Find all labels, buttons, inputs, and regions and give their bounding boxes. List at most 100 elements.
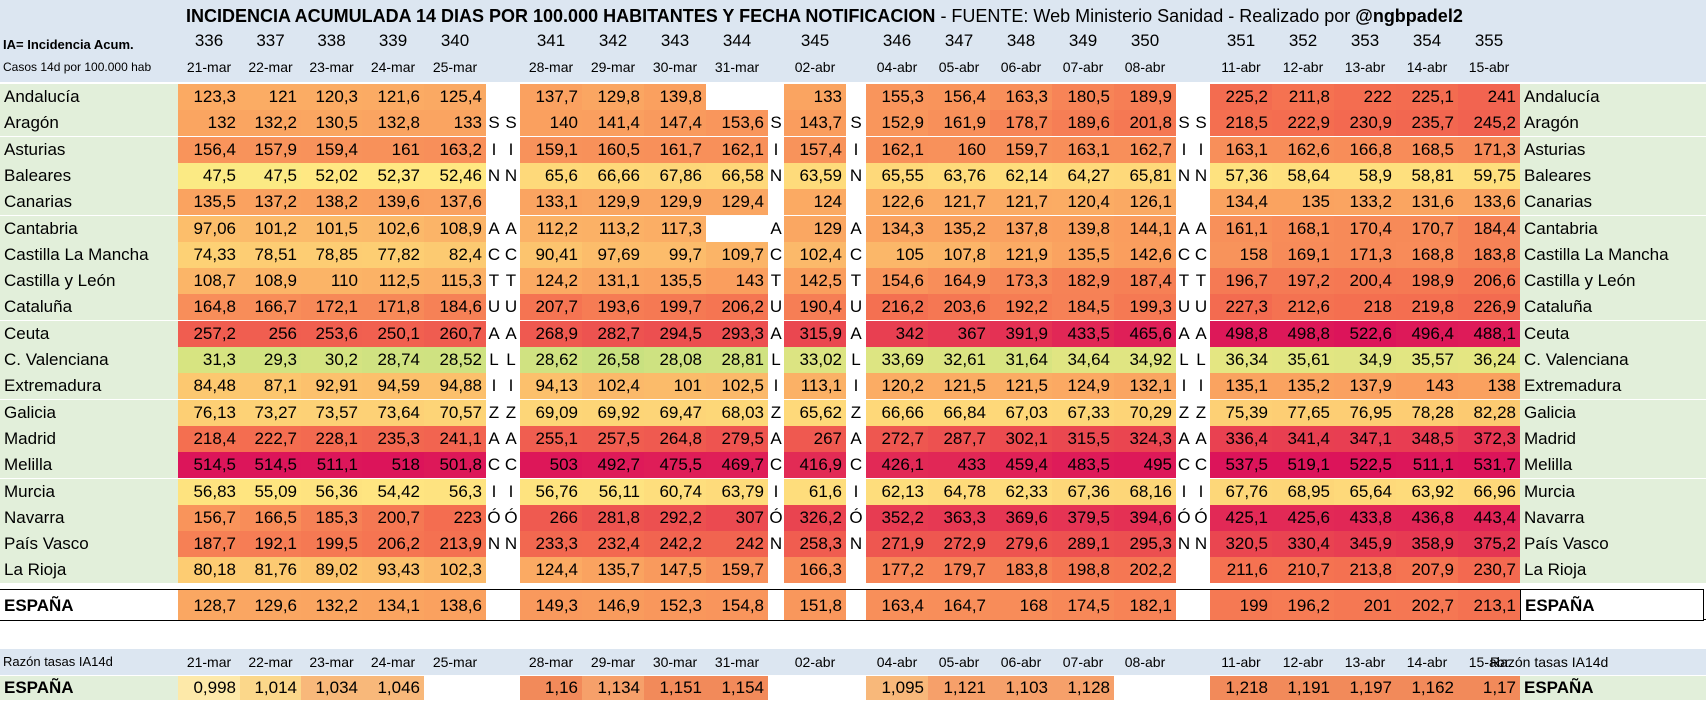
- weekend-letter: N: [768, 162, 784, 189]
- data-cell: 140: [520, 110, 582, 137]
- data-cell: 375,2: [1458, 531, 1520, 558]
- row-label: Murcia: [0, 478, 178, 505]
- data-cell: 66,66: [866, 399, 928, 426]
- data-cell: 34,92: [1114, 347, 1176, 373]
- weekend-letter: T: [1192, 268, 1210, 295]
- data-cell: 372,3: [1458, 425, 1520, 452]
- data-cell: 206,2: [706, 294, 768, 321]
- data-cell: 54,42: [362, 478, 424, 505]
- weekend-letter: [846, 557, 866, 584]
- espana-cell: 202,7: [1396, 588, 1458, 621]
- data-cell: 162,7: [1114, 136, 1176, 163]
- data-cell: 218,4: [178, 425, 240, 452]
- data-cell: 97,06: [178, 215, 240, 242]
- ratio-cell: [1114, 676, 1176, 700]
- espana-cell: 132,2: [301, 588, 362, 621]
- data-cell: 172,1: [301, 294, 362, 321]
- row-label: Cataluña: [0, 294, 178, 321]
- data-cell: 425,6: [1272, 504, 1334, 531]
- data-cell: 358,9: [1396, 531, 1458, 558]
- weekend-letter: [486, 557, 502, 584]
- data-cell: 28,74: [362, 347, 424, 373]
- row-label-right: País Vasco: [1520, 531, 1706, 558]
- weekend-letter: U: [486, 294, 502, 321]
- data-cell: 124,2: [520, 268, 582, 295]
- data-cell: 183,8: [1458, 241, 1520, 268]
- data-cell: 62,33: [990, 478, 1052, 505]
- data-cell: 201,8: [1114, 110, 1176, 137]
- data-cell: 124,4: [520, 557, 582, 584]
- data-cell: 63,59: [784, 162, 846, 189]
- weekend-letter: [486, 84, 502, 110]
- espana-cell: 149,3: [520, 588, 582, 621]
- row-label-right: Andalucía: [1520, 84, 1706, 110]
- espana-cell: 128,7: [178, 588, 240, 621]
- data-cell: 105: [866, 241, 928, 268]
- ratio-date-header: 13-abr: [1344, 654, 1386, 670]
- data-cell: 121,9: [990, 241, 1052, 268]
- ratio-cell: 1,103: [990, 676, 1052, 700]
- weekend-letter: C: [502, 241, 520, 268]
- day-number: 342: [598, 31, 628, 50]
- ratio-cell: 1,046: [362, 676, 424, 700]
- weekend-letter: A: [1176, 215, 1192, 242]
- data-cell: 211,6: [1210, 557, 1272, 584]
- weekend-letter: [502, 84, 520, 110]
- data-cell: 65,81: [1114, 162, 1176, 189]
- data-cell: 294,5: [644, 320, 706, 347]
- weekend-letter: I: [1176, 373, 1192, 400]
- data-cell: 391,9: [990, 320, 1052, 347]
- weekend-letter: T: [486, 268, 502, 295]
- data-cell: 180,5: [1052, 84, 1114, 110]
- data-cell: 173,3: [990, 268, 1052, 295]
- weekend-letter: Z: [768, 399, 784, 426]
- data-cell: 164,8: [178, 294, 240, 321]
- data-cell: 65,6: [520, 162, 582, 189]
- data-cell: 225,2: [1210, 84, 1272, 110]
- data-cell: 70,57: [424, 399, 486, 426]
- ratio-cell: 1,034: [301, 676, 362, 700]
- weekend-letter: A: [1192, 320, 1210, 347]
- data-cell: 164,9: [928, 268, 990, 295]
- data-cell: 129,4: [706, 189, 768, 216]
- data-cell: 498,8: [1210, 320, 1272, 347]
- data-cell: 207,9: [1396, 557, 1458, 584]
- data-cell: 34,64: [1052, 347, 1114, 373]
- weekend-letter: Z: [502, 399, 520, 426]
- date-header: 28-mar: [528, 59, 574, 75]
- data-cell: 135,5: [1052, 241, 1114, 268]
- weekend-letter: A: [486, 320, 502, 347]
- weekend-letter: L: [846, 347, 866, 373]
- data-cell: 132,1: [1114, 373, 1176, 400]
- weekend-letter: C: [1192, 241, 1210, 268]
- date-header: 14-abr: [1406, 59, 1448, 75]
- data-cell: 315,9: [784, 320, 846, 347]
- data-cell: 82,28: [1458, 399, 1520, 426]
- ratio-date-header: 11-abr: [1221, 654, 1261, 670]
- data-cell: 496,4: [1396, 320, 1458, 347]
- data-cell: 133,6: [1458, 189, 1520, 216]
- data-cell: 58,9: [1334, 162, 1396, 189]
- data-cell: 257,2: [178, 320, 240, 347]
- date-header: 21-mar: [186, 59, 232, 75]
- weekend-letter: [1192, 189, 1210, 216]
- ratio-cell: [424, 676, 486, 700]
- data-cell: 160: [928, 136, 990, 163]
- weekend-letter: A: [846, 320, 866, 347]
- data-cell: 223: [424, 504, 486, 531]
- data-cell: 155,3: [866, 84, 928, 110]
- data-cell: 135,7: [582, 557, 644, 584]
- date-header: 04-abr: [876, 59, 918, 75]
- data-cell: 121,6: [362, 84, 424, 110]
- weekend-letter: S: [768, 110, 784, 137]
- data-cell: 193,6: [582, 294, 644, 321]
- ratio-label-right: Razón tasas IA14d: [1490, 654, 1609, 670]
- ratio-date-header: 15-abr: [1468, 654, 1510, 670]
- data-cell: 69,47: [644, 399, 706, 426]
- data-cell: 242: [706, 531, 768, 558]
- day-number: 354: [1412, 31, 1442, 50]
- data-cell: 307: [706, 504, 768, 531]
- weekend-letter: C: [846, 241, 866, 268]
- data-cell: 256: [240, 320, 301, 347]
- date-header: 13-abr: [1344, 59, 1386, 75]
